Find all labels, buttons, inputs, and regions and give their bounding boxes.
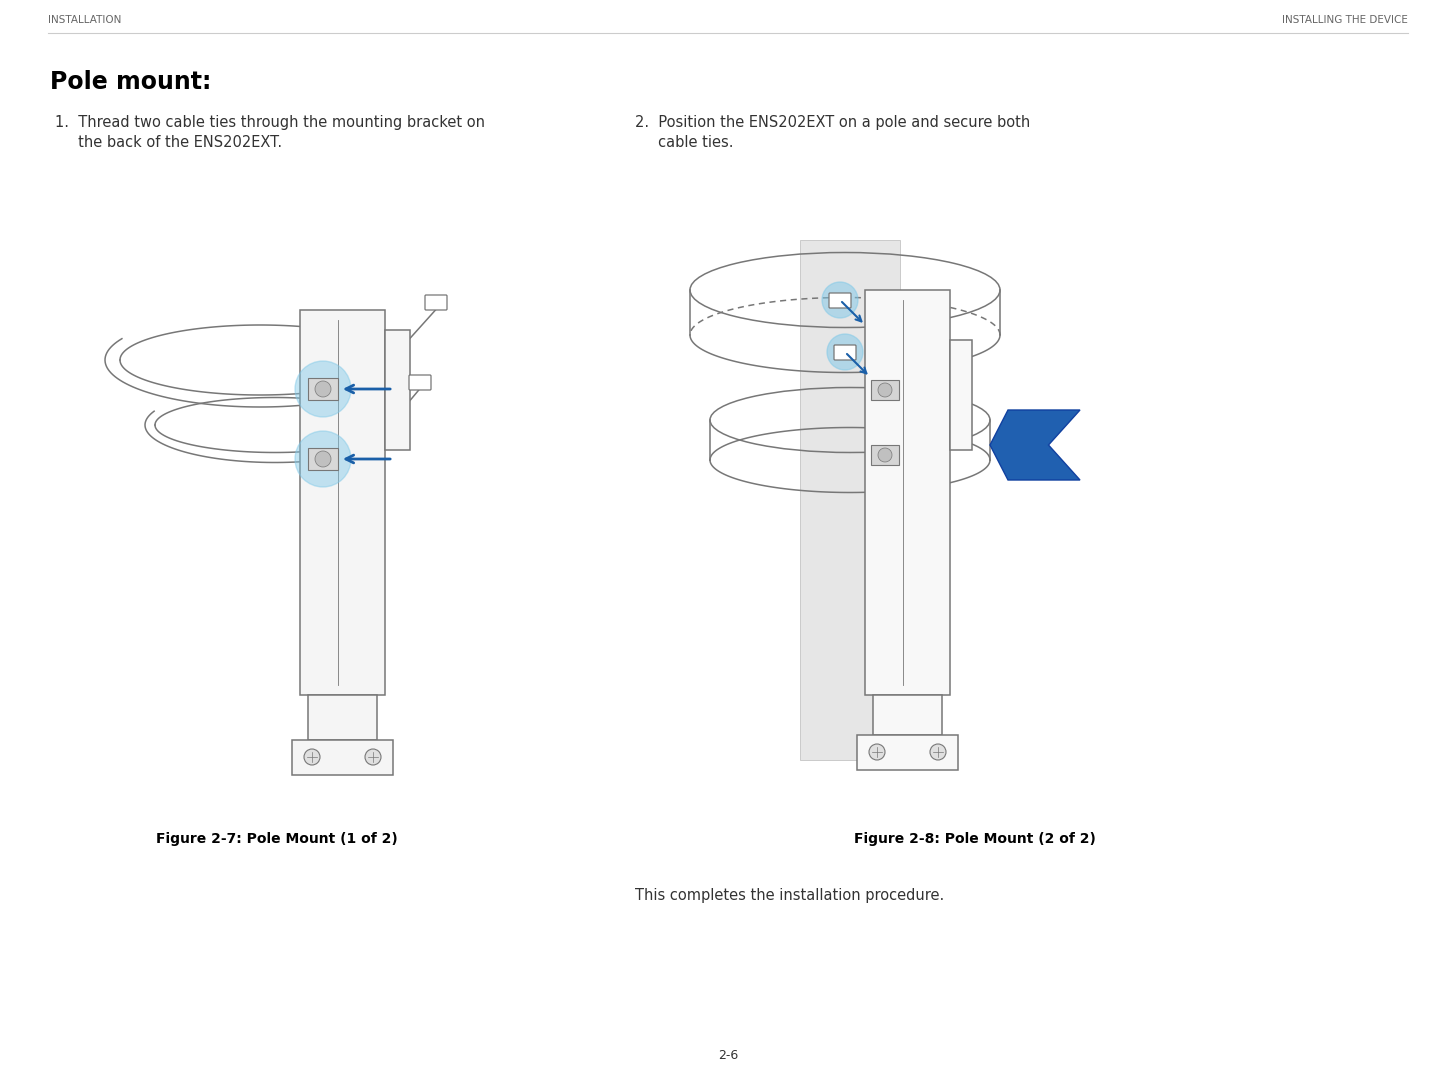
Text: the back of the ENS202EXT.: the back of the ENS202EXT. — [55, 135, 282, 150]
Text: Pole mount:: Pole mount: — [50, 70, 211, 94]
Bar — [949, 340, 973, 450]
Text: 1.  Thread two cable ties through the mounting bracket on: 1. Thread two cable ties through the mou… — [55, 116, 485, 130]
Circle shape — [314, 382, 331, 397]
Bar — [309, 695, 377, 740]
Text: This completes the installation procedure.: This completes the installation procedur… — [635, 888, 945, 903]
Circle shape — [827, 334, 863, 370]
Bar — [874, 695, 942, 735]
Bar — [871, 380, 898, 400]
Text: Figure 2-7: Pole Mount (1 of 2): Figure 2-7: Pole Mount (1 of 2) — [156, 832, 397, 846]
Polygon shape — [990, 410, 1080, 480]
Circle shape — [878, 448, 893, 462]
FancyBboxPatch shape — [425, 295, 447, 310]
Circle shape — [930, 744, 946, 760]
Circle shape — [314, 451, 331, 467]
Bar — [384, 330, 411, 450]
Bar — [300, 310, 384, 695]
Bar — [858, 735, 958, 770]
Bar — [865, 290, 949, 695]
Circle shape — [869, 744, 885, 760]
Bar — [293, 740, 393, 775]
Bar — [309, 378, 338, 400]
Circle shape — [878, 383, 893, 397]
Circle shape — [304, 749, 320, 765]
Circle shape — [365, 749, 381, 765]
Text: 2-6: 2-6 — [718, 1049, 738, 1062]
FancyBboxPatch shape — [834, 346, 856, 360]
Text: Figure 2-8: Pole Mount (2 of 2): Figure 2-8: Pole Mount (2 of 2) — [855, 832, 1096, 846]
Text: INSTALLATION: INSTALLATION — [48, 15, 121, 25]
FancyBboxPatch shape — [828, 293, 850, 308]
Bar — [799, 240, 900, 760]
Text: cable ties.: cable ties. — [635, 135, 734, 150]
Circle shape — [296, 361, 351, 417]
Circle shape — [823, 282, 858, 318]
Bar — [309, 448, 338, 470]
FancyBboxPatch shape — [409, 375, 431, 390]
Bar — [871, 445, 898, 465]
Text: INSTALLING THE DEVICE: INSTALLING THE DEVICE — [1283, 15, 1408, 25]
Text: 2.  Position the ENS202EXT on a pole and secure both: 2. Position the ENS202EXT on a pole and … — [635, 116, 1031, 130]
Circle shape — [296, 431, 351, 487]
